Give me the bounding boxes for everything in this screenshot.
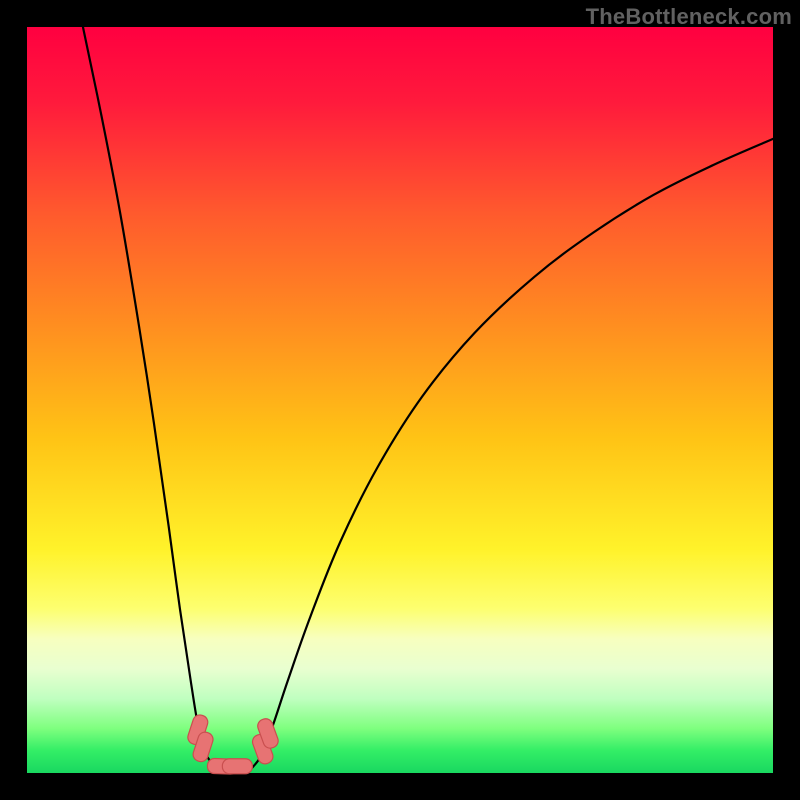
chart-canvas: TheBottleneck.com [0,0,800,800]
valley-marker [222,759,252,774]
gradient-plot-area [27,27,773,773]
chart-svg [0,0,800,800]
watermark-label: TheBottleneck.com [586,4,792,30]
